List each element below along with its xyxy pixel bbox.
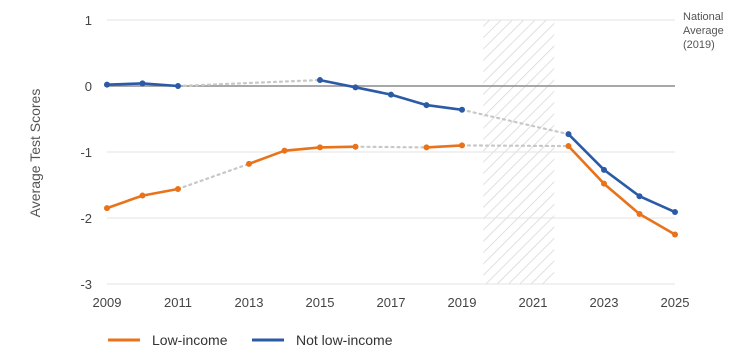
data-point-low-income bbox=[672, 231, 678, 238]
data-point-low-income bbox=[423, 144, 430, 151]
x-tick-label: 2023 bbox=[590, 295, 619, 310]
x-tick-label: 2021 bbox=[519, 295, 548, 310]
x-tick-label: 2013 bbox=[235, 295, 264, 310]
data-point-not-low-income bbox=[388, 91, 394, 98]
legend-label: Low-income bbox=[152, 332, 228, 348]
x-tick-label: 2019 bbox=[448, 295, 477, 310]
data-point-not-low-income bbox=[565, 131, 572, 138]
reference-line-group: National Average (2019) bbox=[107, 11, 727, 87]
legend-label: Not low-income bbox=[296, 332, 393, 348]
data-point-low-income bbox=[281, 147, 288, 154]
x-tick-label: 2009 bbox=[93, 295, 122, 310]
y-tick-label: -2 bbox=[80, 211, 92, 226]
series-line-low-income bbox=[567, 144, 677, 236]
data-point-low-income bbox=[459, 142, 465, 149]
y-axis-label: Average Test Scores bbox=[27, 89, 43, 218]
series-lines bbox=[105, 78, 677, 236]
gap-connector-low-income bbox=[354, 145, 428, 149]
data-point-not-low-income bbox=[139, 80, 146, 87]
y-tick-label: 0 bbox=[85, 79, 92, 94]
reference-line-label: National Average (2019) bbox=[683, 11, 727, 51]
data-point-not-low-income bbox=[352, 84, 359, 91]
data-point-low-income bbox=[317, 144, 323, 151]
gap-connector-low-income bbox=[460, 144, 570, 148]
series-line-not-low-income bbox=[567, 132, 677, 214]
data-point-low-income bbox=[139, 192, 146, 199]
data-point-not-low-income bbox=[317, 77, 323, 84]
data-point-low-income bbox=[601, 180, 607, 187]
data-point-not-low-income bbox=[423, 102, 430, 109]
gap-connector-not-low-income bbox=[460, 108, 570, 136]
gap-connectors bbox=[176, 78, 570, 191]
data-point-not-low-income bbox=[175, 83, 181, 89]
data-point-not-low-income bbox=[636, 193, 643, 200]
data-point-low-income bbox=[636, 211, 643, 218]
x-tick-label: 2025 bbox=[661, 295, 690, 310]
data-point-not-low-income bbox=[104, 81, 110, 88]
data-point-not-low-income bbox=[459, 106, 465, 113]
x-tick-label: 2017 bbox=[377, 295, 406, 310]
data-point-not-low-income bbox=[672, 209, 678, 216]
series-points bbox=[104, 77, 678, 238]
data-point-low-income bbox=[104, 205, 110, 212]
data-point-low-income bbox=[246, 160, 252, 167]
grid-lines bbox=[107, 19, 675, 285]
data-point-low-income bbox=[175, 185, 181, 192]
y-tick-label: -3 bbox=[80, 277, 92, 292]
gap-connector-low-income bbox=[176, 162, 251, 191]
series-line-low-income bbox=[247, 145, 357, 166]
legend: Low-income Not low-income bbox=[108, 332, 393, 348]
y-tick-label: -1 bbox=[80, 145, 92, 160]
x-tick-label: 2015 bbox=[306, 295, 335, 310]
data-point-low-income bbox=[565, 143, 572, 150]
y-tick-label: 1 bbox=[85, 13, 92, 28]
x-tick-label: 2011 bbox=[164, 295, 192, 310]
gap-connector-not-low-income bbox=[176, 78, 322, 88]
data-point-low-income bbox=[352, 143, 359, 150]
data-point-not-low-income bbox=[601, 166, 607, 173]
series-line-low-income bbox=[425, 144, 464, 149]
